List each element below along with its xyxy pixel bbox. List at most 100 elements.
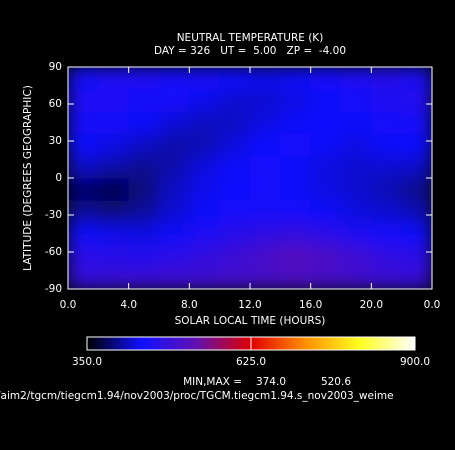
heatmap-cell: [219, 88, 251, 112]
heatmap-cell: [340, 244, 372, 268]
y-tick-label: 30: [49, 135, 62, 147]
heatmap-cell: [370, 199, 403, 223]
x-tick-label: 16.0: [299, 299, 322, 311]
heatmap-cell: [158, 266, 190, 289]
heatmap-cell: [128, 199, 160, 223]
heatmap-cell: [158, 110, 190, 135]
x-tick-label: 0.0: [60, 299, 77, 311]
heatmap-cell: [401, 221, 432, 246]
x-tick-label: 4.0: [120, 299, 137, 311]
heatmap-cell: [401, 88, 432, 112]
y-tick-label: -60: [45, 246, 62, 258]
heatmap-cell: [279, 199, 312, 223]
heatmap-cell: [68, 67, 99, 90]
heatmap-cell: [158, 199, 190, 223]
heatmap-cell: [219, 110, 251, 135]
heatmap-cell: [158, 67, 190, 90]
heatmap-cell: [279, 266, 312, 289]
x-tick-label: 12.0: [238, 299, 261, 311]
heatmap-cell: [340, 110, 372, 135]
heatmap-cell: [97, 133, 130, 157]
heatmap-cell: [401, 155, 432, 179]
colorbar-tick-label: 350.0: [72, 356, 102, 368]
heatmap-cell: [370, 110, 403, 135]
heatmap-cell: [158, 133, 190, 157]
heatmap-cell: [68, 88, 99, 112]
heatmap-cell: [188, 266, 221, 289]
x-axis-label: SOLAR LOCAL TIME (HOURS): [175, 315, 326, 327]
heatmap-cell: [158, 221, 190, 246]
heatmap-cell: [97, 67, 130, 90]
plot-area: [68, 67, 432, 289]
heatmap-cell: [188, 221, 221, 246]
heatmap-cell: [68, 133, 99, 157]
heatmap-cell: [219, 199, 251, 223]
heatmap-cell: [249, 244, 281, 268]
heatmap-cell: [97, 221, 130, 246]
heatmap-cell: [128, 244, 160, 268]
heatmap-cell: [401, 110, 432, 135]
heatmap-cell: [370, 266, 403, 289]
heatmap-cell: [97, 244, 130, 268]
heatmap-cell: [188, 88, 221, 112]
heatmap-cell: [249, 199, 281, 223]
chart-subtitle: DAY = 326 UT = 5.00 ZP = -4.00: [154, 45, 346, 57]
heatmap-cell: [128, 67, 160, 90]
colorbar-tick-label: 625.0: [236, 356, 266, 368]
heatmap-cell: [188, 67, 221, 90]
heatmap-cell: [249, 67, 281, 90]
heatmap-cell: [249, 155, 281, 179]
heatmap-cell: [68, 199, 99, 223]
heatmap-cell: [68, 244, 99, 268]
heatmap-cell: [310, 88, 342, 112]
heatmap-cell: [401, 133, 432, 157]
heatmap-cell: [279, 177, 312, 201]
heatmap-cell: [219, 244, 251, 268]
heatmap-cell: [370, 67, 403, 90]
heatmap-cell: [158, 155, 190, 179]
heatmap-cell: [401, 67, 432, 90]
heatmap-cell: [340, 221, 372, 246]
heatmap-cell: [340, 88, 372, 112]
x-tick-label: 8.0: [181, 299, 198, 311]
heatmap-cell: [370, 88, 403, 112]
y-tick-label: -90: [45, 283, 62, 295]
heatmap-cell: [310, 67, 342, 90]
heatmap-cell: [279, 244, 312, 268]
heatmap-cell: [370, 244, 403, 268]
heatmap-cell: [97, 199, 130, 223]
heatmap-cell: [219, 266, 251, 289]
heatmap-cell: [68, 266, 99, 289]
heatmap-cell: [310, 199, 342, 223]
heatmap-cell: [97, 177, 130, 201]
y-tick-label: 90: [49, 61, 62, 73]
y-tick-label: 60: [49, 98, 62, 110]
heatmap-cell: [310, 133, 342, 157]
heatmap-cell: [128, 133, 160, 157]
heatmap-cell: [370, 133, 403, 157]
heatmap-cell: [68, 155, 99, 179]
heatmap-cell: [188, 177, 221, 201]
heatmap-cell: [401, 177, 432, 201]
x-tick-label: 0.0: [424, 299, 441, 311]
heatmap-cell: [340, 133, 372, 157]
footer-path: /aim2/tgcm/tiegcm1.94/nov2003/proc/TGCM.…: [0, 390, 394, 402]
heatmap-cell: [370, 155, 403, 179]
heatmap-cell: [279, 67, 312, 90]
heatmap-cell: [219, 155, 251, 179]
axes: 0.0 4.0 8.0 12.0 16.0 20.0 0.0 -90 -60 -30 0 30 60 90: [45, 61, 441, 311]
heatmap-cell: [219, 133, 251, 157]
heatmap-cell: [128, 88, 160, 112]
heatmap-cell: [188, 244, 221, 268]
chart-title: NEUTRAL TEMPERATURE (K): [177, 32, 324, 44]
heatmap-cell: [401, 244, 432, 268]
heatmap-cell: [158, 88, 190, 112]
heatmap-cell: [249, 110, 281, 135]
heatmap-cell: [310, 155, 342, 179]
heatmap-cell: [188, 155, 221, 179]
heatmap-cell: [279, 221, 312, 246]
heatmap-cell: [219, 221, 251, 246]
heatmap-cell: [128, 221, 160, 246]
